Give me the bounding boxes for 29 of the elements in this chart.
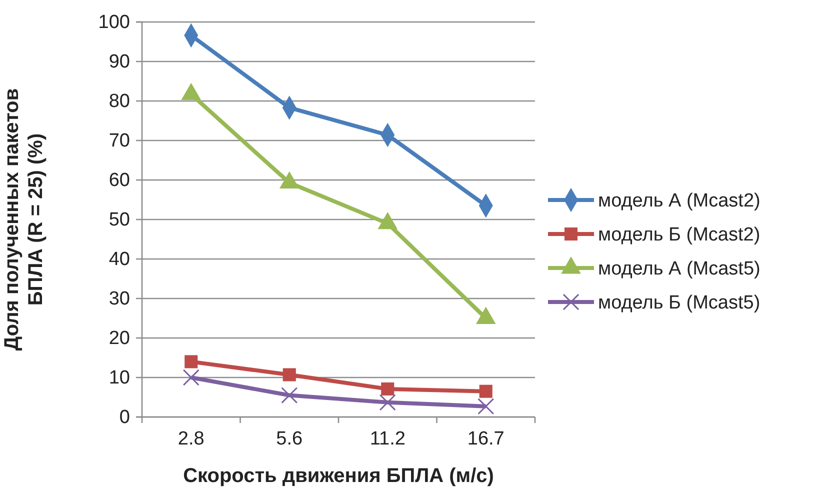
point (281, 386, 298, 404)
y-tick-label: 90 (108, 52, 130, 73)
point (478, 398, 494, 415)
y-tick-label: 60 (108, 170, 130, 192)
y-tick-label: 40 (108, 249, 130, 270)
legend-label: модель Б (Mcast2) (598, 224, 760, 246)
point (379, 394, 396, 411)
legend-label: модель Б (Mcast5) (598, 292, 760, 314)
legend-label: модель А (Mcast2) (598, 190, 760, 212)
y-tick-label: 80 (108, 91, 130, 112)
y-tick-label: 30 (108, 288, 130, 310)
y-tick-label: 10 (108, 368, 130, 389)
x-tick-label: 5.6 (276, 428, 303, 450)
y-tick-label: 20 (108, 328, 130, 350)
point (479, 384, 492, 398)
x-tick-label: 2.8 (178, 428, 204, 450)
y-axis-title: Доля полученных пакетов БПЛА (R = 25) (%) (1, 88, 47, 351)
point (182, 369, 200, 386)
y-tick-label: 0 (119, 407, 130, 428)
point (184, 355, 198, 368)
y-tick-label: 50 (108, 210, 130, 231)
x-tick-label: 11.2 (370, 428, 406, 450)
point (381, 382, 394, 396)
y-tick-label: 100 (98, 12, 130, 34)
legend-label: модель А (Mcast5) (598, 258, 760, 280)
y-tick-label: 70 (108, 130, 130, 152)
x-tick-label: 16.7 (467, 428, 504, 450)
point (282, 368, 296, 382)
x-axis-title: Скорость движения БПЛА (м/с) (183, 465, 494, 487)
